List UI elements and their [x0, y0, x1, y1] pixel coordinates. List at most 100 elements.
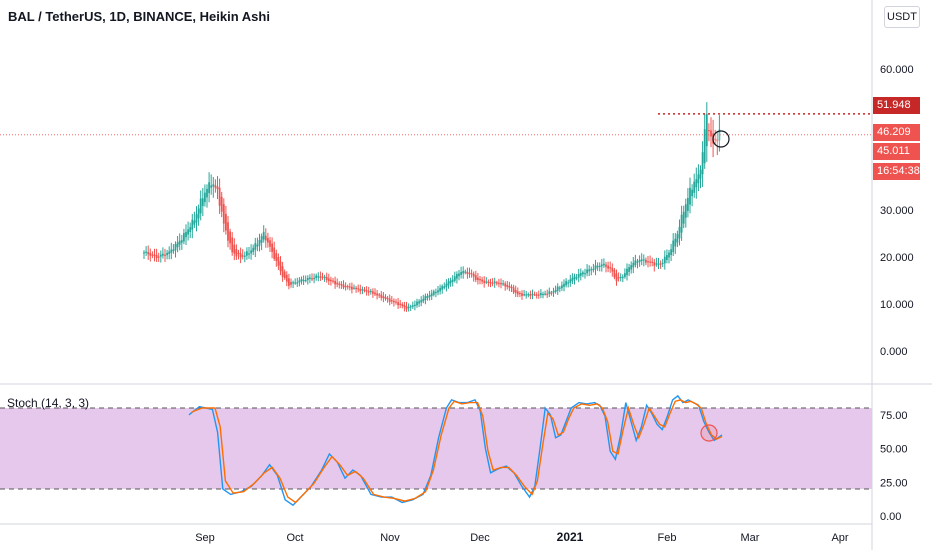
- down-candle: [275, 253, 278, 261]
- up-candle: [525, 294, 528, 296]
- up-candle: [634, 260, 637, 266]
- down-candle: [386, 297, 389, 300]
- up-candle: [577, 274, 580, 278]
- down-candle: [653, 262, 656, 266]
- down-candle: [365, 290, 368, 292]
- up-candle: [603, 263, 605, 266]
- countdown-tag: 16:54:38: [873, 163, 920, 180]
- down-candle: [617, 277, 620, 279]
- down-candle: [605, 264, 607, 267]
- down-candle: [155, 254, 158, 259]
- up-candle: [168, 251, 171, 254]
- down-candle: [468, 272, 471, 275]
- down-candle: [710, 130, 712, 137]
- down-candle: [613, 269, 616, 278]
- up-candle: [420, 300, 423, 303]
- up-candle: [502, 283, 504, 285]
- up-candle: [630, 265, 633, 270]
- down-candle: [285, 274, 288, 282]
- up-candle: [666, 255, 668, 260]
- up-candle: [162, 253, 164, 256]
- down-candle: [512, 287, 515, 293]
- down-candle: [325, 276, 328, 280]
- up-candle: [439, 287, 441, 292]
- down-candle: [273, 247, 276, 259]
- up-candle: [594, 265, 597, 270]
- up-candle: [579, 272, 582, 276]
- price-tick-label: 0.000: [880, 346, 908, 358]
- up-candle: [636, 261, 639, 263]
- time-tick-label: Feb: [658, 532, 677, 544]
- up-candle: [621, 276, 624, 278]
- down-candle: [380, 294, 383, 298]
- down-candle: [283, 271, 286, 278]
- currency-button[interactable]: USDT: [884, 6, 920, 28]
- up-candle: [695, 179, 698, 188]
- up-candle: [628, 267, 630, 272]
- up-candle: [195, 214, 198, 223]
- up-candle: [309, 277, 311, 279]
- price-tick-label: 10.000: [880, 299, 914, 311]
- up-candle: [626, 268, 628, 276]
- open-price-tag: 45.011: [873, 143, 920, 160]
- up-candle: [306, 277, 309, 281]
- up-candle: [640, 259, 643, 262]
- up-candle: [428, 295, 431, 298]
- up-candle: [680, 214, 683, 233]
- up-candle: [174, 244, 177, 251]
- down-candle: [157, 256, 160, 258]
- up-candle: [556, 286, 559, 291]
- down-candle: [342, 284, 345, 288]
- up-candle: [619, 276, 622, 279]
- stoch-tick-label: 0.00: [880, 511, 901, 523]
- down-candle: [330, 279, 332, 282]
- up-candle: [661, 262, 664, 265]
- down-candle: [332, 280, 334, 282]
- down-candle: [529, 294, 532, 296]
- down-candle: [470, 273, 473, 275]
- down-candle: [382, 296, 385, 298]
- up-candle: [703, 129, 706, 164]
- price-pane[interactable]: [0, 102, 872, 312]
- time-tick-label: Nov: [380, 532, 400, 544]
- stochastic-pane[interactable]: [0, 394, 872, 507]
- up-candle: [632, 262, 635, 268]
- up-candle: [294, 282, 297, 284]
- down-candle: [516, 291, 519, 295]
- down-candle: [401, 304, 404, 306]
- down-candle: [535, 294, 538, 296]
- symbol-title: BAL / TetherUS, 1D, BINANCE, Heikin Ashi: [8, 9, 270, 24]
- down-candle: [472, 273, 475, 277]
- up-candle: [443, 286, 446, 288]
- up-candle: [304, 280, 307, 282]
- down-candle: [235, 249, 238, 257]
- up-candle: [596, 265, 599, 268]
- down-candle: [351, 286, 353, 290]
- up-candle: [527, 294, 530, 296]
- up-candle: [691, 189, 693, 197]
- down-candle: [164, 254, 166, 256]
- down-candle: [521, 293, 523, 296]
- up-candle: [676, 234, 679, 243]
- cursor-circle-marker: [712, 130, 730, 148]
- down-candle: [344, 285, 347, 288]
- stoch-indicator-label[interactable]: Stoch (14, 3, 3): [7, 396, 90, 410]
- up-candle: [178, 240, 181, 245]
- down-candle: [327, 278, 330, 282]
- down-candle: [374, 292, 376, 295]
- up-candle: [655, 263, 658, 265]
- down-candle: [647, 261, 649, 263]
- up-candle: [298, 280, 301, 283]
- down-candle: [384, 297, 387, 299]
- down-candle: [346, 286, 349, 288]
- down-candle: [510, 286, 513, 289]
- heikin-ashi-candles: [143, 102, 721, 312]
- price-tick-label: 60.000: [880, 64, 914, 76]
- up-candle: [449, 280, 452, 284]
- up-candle: [558, 287, 561, 289]
- up-candle: [317, 276, 320, 278]
- down-candle: [397, 302, 399, 306]
- stoch-tick-label: 25.00: [880, 477, 908, 489]
- up-candle: [418, 301, 420, 304]
